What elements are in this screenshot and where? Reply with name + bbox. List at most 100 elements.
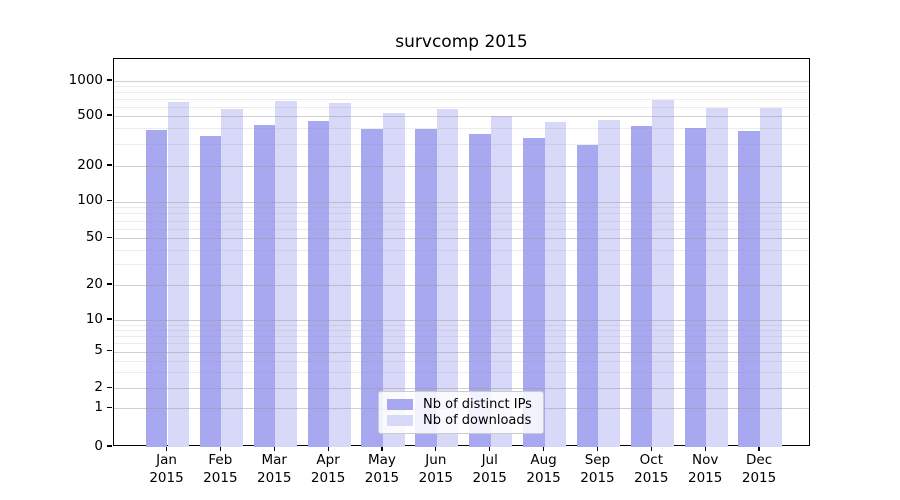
x-tick-label-mar: Mar 2015: [242, 452, 306, 487]
bar-nb-of-downloads-may: [382, 113, 405, 447]
x-tick-label-sep: Sep 2015: [565, 452, 629, 487]
minor-gridline: [114, 360, 809, 362]
minor-gridline: [114, 264, 809, 266]
y-tick-label: 10: [85, 310, 103, 327]
x-tick-mark: [165, 446, 168, 451]
legend-swatch-icon: [387, 399, 413, 411]
x-tick-year: 2015: [741, 469, 777, 486]
minor-gridline: [114, 106, 809, 108]
y-tick-mark: [107, 318, 112, 320]
x-tick-month: Mar: [261, 452, 287, 468]
bar-nb-of-distinct-ips-nov: [684, 127, 707, 447]
legend-item: Nb of downloads: [387, 413, 533, 429]
x-tick-month: Jan: [156, 452, 177, 468]
bar-nb-of-downloads-apr: [329, 103, 351, 447]
y-tick-mark: [107, 164, 112, 166]
x-tick-year: 2015: [257, 469, 292, 486]
y-tick-label: 100: [77, 192, 103, 209]
x-tick-month: Sep: [584, 452, 611, 468]
bar-nb-of-downloads-nov: [706, 107, 728, 447]
x-tick-year: 2015: [418, 469, 454, 486]
x-tick-mark: [489, 446, 491, 451]
x-tick-label-jun: Jun 2015: [404, 452, 468, 487]
x-tick-month: Jun: [425, 452, 447, 468]
x-tick-mark: [219, 446, 221, 451]
x-tick-year: 2015: [203, 469, 238, 486]
minor-gridline: [114, 220, 809, 222]
bar-nb-of-downloads-jul: [490, 116, 513, 447]
bar-nb-of-downloads-mar: [275, 100, 297, 447]
x-tick-year: 2015: [149, 469, 184, 486]
minor-gridline: [114, 343, 809, 345]
x-tick-label-apr: Apr 2015: [296, 452, 360, 487]
y-tick-mark: [107, 406, 112, 408]
y-tick-mark: [107, 236, 112, 238]
x-tick-year: 2015: [688, 469, 723, 486]
x-tick-month: Nov: [692, 452, 719, 468]
major-gridline: [114, 238, 809, 240]
bar-nb-of-distinct-ips-aug: [522, 138, 545, 447]
x-tick-mark: [327, 446, 329, 451]
y-tick-label: 0: [94, 437, 103, 454]
x-tick-mark: [435, 446, 437, 451]
x-tick-month: May: [368, 452, 396, 468]
x-tick-year: 2015: [580, 469, 615, 486]
x-tick-label-dec: Dec 2015: [727, 452, 791, 487]
bar-nb-of-distinct-ips-mar: [253, 124, 276, 447]
y-tick-label: 20: [85, 275, 103, 292]
y-tick-label: 200: [77, 156, 103, 173]
bar-nb-of-distinct-ips-jun: [415, 128, 437, 447]
y-tick-mark: [107, 283, 112, 285]
minor-gridline: [114, 336, 809, 338]
major-gridline: [114, 351, 809, 353]
x-tick-mark: [381, 446, 383, 451]
minor-gridline: [114, 86, 809, 88]
y-tick-label: 500: [77, 106, 103, 123]
y-tick-label: 5: [94, 342, 103, 359]
x-tick-year: 2015: [364, 469, 400, 486]
bar-nb-of-distinct-ips-jul: [469, 134, 491, 447]
bar-nb-of-downloads-aug: [544, 121, 567, 447]
bar-nb-of-downloads-jan: [167, 101, 190, 447]
legend-swatch-icon: [387, 414, 413, 426]
major-gridline: [114, 166, 809, 167]
x-tick-mark: [650, 446, 652, 451]
y-tick-mark: [107, 200, 112, 202]
minor-gridline: [114, 128, 809, 130]
x-tick-label-jul: Jul 2015: [458, 452, 522, 487]
minor-gridline: [114, 143, 809, 145]
bar-nb-of-downloads-sep: [598, 120, 621, 447]
legend: Nb of distinct IPs Nb of downloads: [378, 391, 544, 434]
x-tick-month: Apr: [316, 452, 340, 468]
x-tick-year: 2015: [310, 469, 346, 486]
x-tick-year: 2015: [526, 469, 561, 486]
x-tick-month: Feb: [208, 452, 233, 468]
minor-gridline: [114, 213, 809, 215]
x-tick-label-aug: Aug 2015: [512, 452, 576, 487]
x-tick-month: Aug: [530, 452, 557, 468]
y-tick-label: 2: [94, 378, 103, 395]
bar-nb-of-distinct-ips-feb: [199, 136, 222, 447]
minor-gridline: [114, 372, 809, 374]
x-tick-month: Dec: [746, 452, 773, 468]
minor-gridline: [114, 99, 809, 100]
minor-gridline: [114, 207, 809, 209]
minor-gridline: [114, 228, 809, 230]
legend-label: Nb of downloads: [423, 412, 532, 428]
y-tick-mark: [107, 386, 112, 388]
minor-gridline: [114, 324, 809, 326]
major-gridline: [114, 388, 809, 390]
x-tick-mark: [596, 446, 599, 451]
minor-gridline: [114, 92, 809, 94]
x-tick-mark: [704, 446, 706, 451]
y-tick-mark: [107, 114, 112, 116]
y-tick-mark: [107, 445, 112, 447]
bar-nb-of-downloads-dec: [760, 107, 782, 447]
bar-nb-of-downloads-jun: [436, 108, 459, 447]
y-tick-mark: [107, 350, 112, 352]
major-gridline: [114, 201, 809, 203]
major-gridline: [114, 81, 809, 82]
y-tick-mark: [107, 79, 112, 81]
bar-nb-of-distinct-ips-may: [361, 129, 383, 447]
